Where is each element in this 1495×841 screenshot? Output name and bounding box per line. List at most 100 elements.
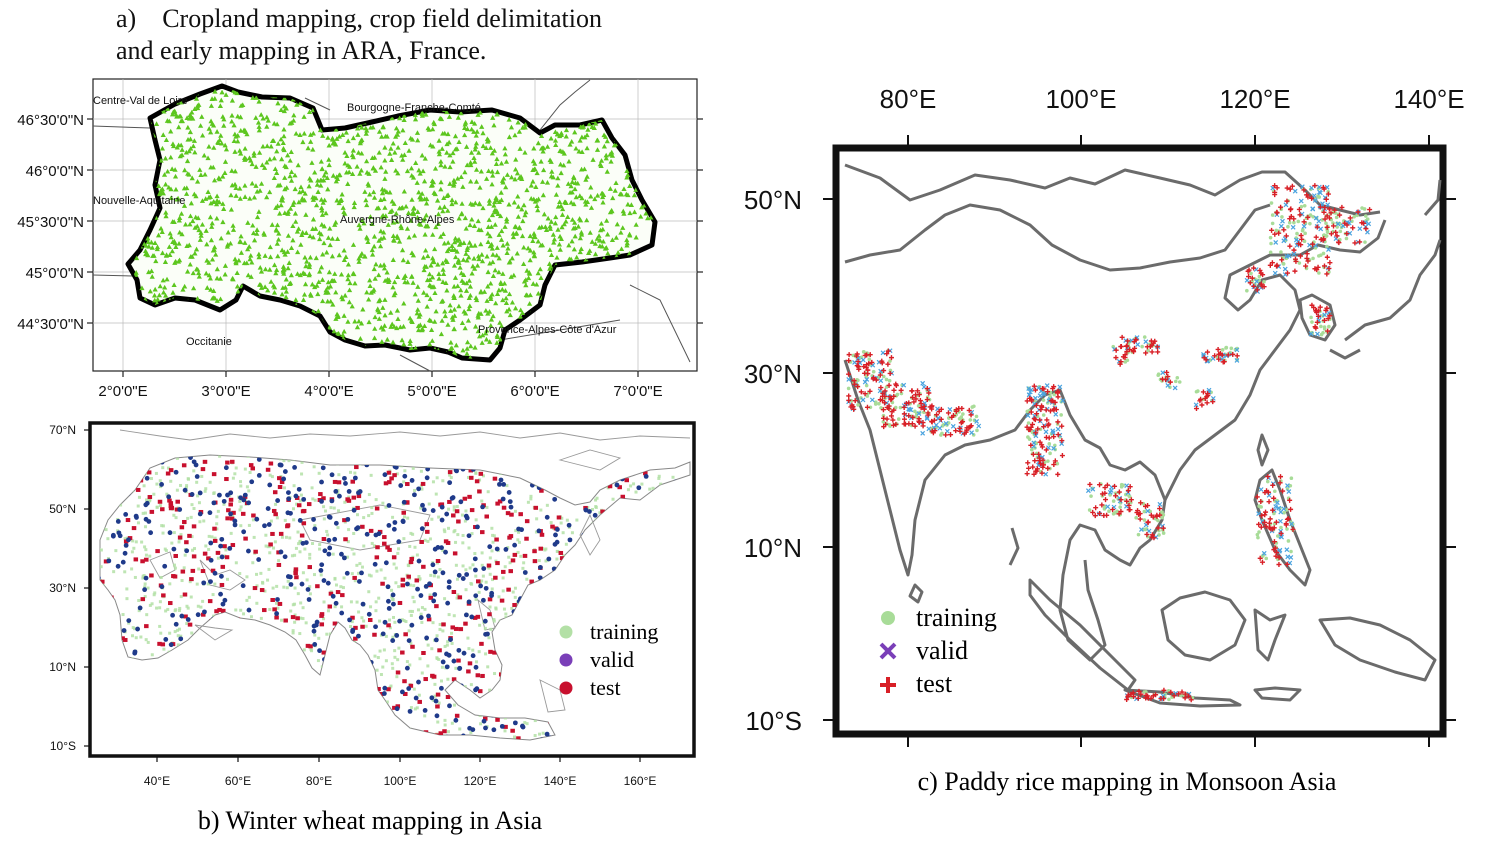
panel-b-map: training valid test 70°N 50°N 30°N 10°N …	[49, 421, 696, 835]
sample-point-triangle	[604, 169, 610, 174]
training-point	[370, 511, 374, 515]
sample-point-triangle	[462, 325, 468, 331]
training-point	[121, 613, 125, 617]
test-point	[435, 704, 440, 709]
panel-a-xtick: 7°0'0"E	[613, 383, 662, 400]
sample-point-triangle	[432, 290, 438, 295]
sample-point-triangle	[302, 281, 309, 287]
training-point	[408, 609, 412, 613]
training-point	[513, 595, 517, 599]
sample-point-triangle	[407, 338, 413, 343]
training-point	[112, 570, 116, 574]
training-point	[355, 600, 359, 604]
sample-point-triangle	[298, 242, 304, 247]
sample-point-triangle	[343, 254, 349, 259]
training-point	[521, 566, 525, 570]
sample-point-triangle	[274, 121, 280, 127]
sample-point-triangle	[516, 224, 523, 230]
sample-point-triangle	[330, 301, 336, 307]
sample-point-triangle	[267, 267, 273, 272]
sample-point-triangle	[449, 197, 455, 203]
training-point	[143, 511, 147, 515]
sample-point-triangle	[191, 138, 197, 143]
training-point	[483, 626, 487, 630]
sample-point-triangle	[158, 225, 164, 231]
training-point	[245, 575, 249, 579]
sample-point-triangle	[285, 265, 291, 271]
training-point	[170, 541, 174, 545]
sample-point-triangle	[358, 167, 364, 173]
sample-point-triangle	[430, 143, 436, 149]
training-point	[357, 610, 361, 614]
sample-point-triangle	[557, 247, 563, 252]
sample-point-triangle	[355, 132, 361, 137]
sample-point-triangle	[300, 139, 306, 145]
training-point	[535, 517, 539, 521]
sample-point-triangle	[198, 230, 204, 235]
sample-point-triangle	[445, 240, 451, 245]
test-point	[149, 573, 154, 578]
training-point	[360, 616, 364, 620]
sample-point-triangle	[283, 276, 289, 282]
sample-point-triangle	[326, 157, 332, 162]
training-point	[207, 534, 211, 538]
training-point	[298, 499, 302, 503]
test-point	[319, 622, 325, 627]
sample-point-triangle	[176, 142, 182, 148]
sample-point-triangle	[494, 252, 500, 258]
sample-point-triangle	[492, 207, 498, 213]
training-point	[297, 542, 301, 546]
sample-point-triangle	[159, 250, 166, 256]
sample-point-triangle	[288, 149, 294, 155]
sample-point-triangle	[253, 183, 259, 188]
training-point	[312, 465, 316, 469]
test-point	[408, 683, 414, 688]
sample-point-triangle	[559, 212, 566, 217]
training-point	[393, 655, 397, 659]
sample-point-triangle	[221, 116, 227, 122]
training-point	[513, 735, 517, 739]
training-point	[456, 533, 460, 537]
sample-point-triangle	[272, 284, 278, 290]
sample-point-triangle	[372, 314, 378, 320]
test-point	[226, 508, 231, 513]
training-point	[104, 528, 108, 532]
training-point	[419, 506, 423, 510]
sample-point-triangle	[442, 308, 448, 314]
training-point	[447, 526, 451, 530]
sample-point-triangle	[401, 117, 407, 122]
test-point	[279, 480, 285, 485]
training-point	[411, 595, 415, 599]
training-point	[143, 585, 147, 589]
sample-point-triangle	[465, 317, 472, 323]
sample-point-triangle	[468, 243, 474, 248]
sample-point-triangle	[379, 214, 385, 219]
sample-point-triangle	[526, 275, 532, 281]
sample-point-triangle	[222, 271, 228, 277]
training-point	[234, 608, 238, 612]
sample-point-triangle	[307, 233, 313, 239]
sample-point-triangle	[278, 107, 284, 113]
test-point	[259, 588, 265, 593]
training-point	[388, 618, 392, 622]
sample-point-triangle	[327, 283, 334, 289]
sample-point-triangle	[233, 133, 239, 139]
sample-point-triangle	[496, 232, 502, 237]
training-point	[282, 486, 286, 490]
training-point	[375, 668, 379, 672]
training-point	[142, 484, 146, 488]
training-point	[141, 576, 145, 580]
sample-point-triangle	[378, 324, 384, 330]
training-point	[355, 563, 359, 567]
training-point	[140, 540, 144, 544]
sample-point-triangle	[460, 347, 466, 353]
sample-point-triangle	[326, 324, 333, 330]
sample-point-triangle	[608, 158, 614, 164]
training-point	[391, 597, 395, 601]
sample-point-triangle	[464, 346, 470, 351]
sample-point-triangle	[544, 144, 551, 149]
sample-point-triangle	[168, 234, 174, 240]
sample-point-triangle	[458, 174, 464, 180]
training-point	[423, 538, 427, 542]
training-point	[454, 563, 458, 567]
